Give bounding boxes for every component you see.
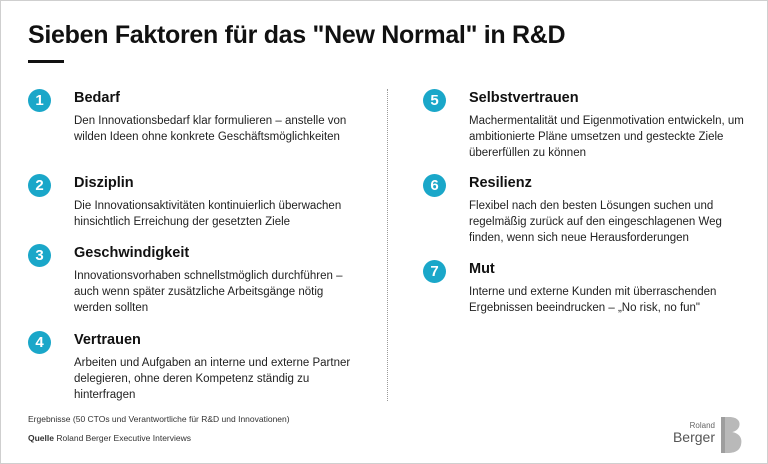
factor-title: Resilienz: [469, 175, 532, 191]
number-badge: 5: [423, 89, 446, 112]
roland-berger-logo: Roland Berger: [673, 415, 745, 455]
column-divider: [387, 89, 388, 401]
title-underline: [28, 60, 64, 63]
number-badge: 7: [423, 260, 446, 283]
factor-description: Die Innovationsaktivitäten kontinuierlic…: [74, 200, 342, 228]
source-text: Roland Berger Executive Interviews: [56, 433, 192, 443]
factor-description: Flexibel nach den besten Lösungen suchen…: [469, 200, 722, 244]
factor-description: Den Innovationsbedarf klar formulieren –…: [74, 115, 347, 143]
results-footnote: Ergebnisse (50 CTOs und Verantwortliche …: [28, 414, 290, 424]
factor-title: Disziplin: [74, 175, 134, 191]
number-badge: 4: [28, 331, 51, 354]
source-label: Quelle: [28, 433, 54, 443]
factor-description: Arbeiten und Aufgaben an interne und ext…: [74, 357, 351, 401]
factor-title: Bedarf: [74, 90, 120, 106]
factor-title: Vertrauen: [74, 332, 141, 348]
factor-description: Machermentalität und Eigenmotivation ent…: [469, 115, 744, 159]
logo-text-small: Roland: [689, 421, 715, 430]
factor-description: Innovationsvorhaben schnellstmöglich dur…: [74, 270, 343, 314]
number-badge: 3: [28, 244, 51, 267]
factor-title: Selbstvertrauen: [469, 90, 579, 106]
factor-description: Interne und externe Kunden mit überrasch…: [469, 286, 717, 314]
number-badge: 1: [28, 89, 51, 112]
number-badge: 6: [423, 174, 446, 197]
page-title: Sieben Faktoren für das "New Normal" in …: [28, 21, 566, 49]
logo-text-big: Berger: [672, 429, 715, 445]
factor-title: Geschwindigkeit: [74, 245, 190, 261]
factor-title: Mut: [469, 261, 495, 277]
number-badge: 2: [28, 174, 51, 197]
source-line: Quelle Roland Berger Executive Interview…: [28, 433, 191, 443]
logo-b-mark-icon: [721, 417, 742, 453]
